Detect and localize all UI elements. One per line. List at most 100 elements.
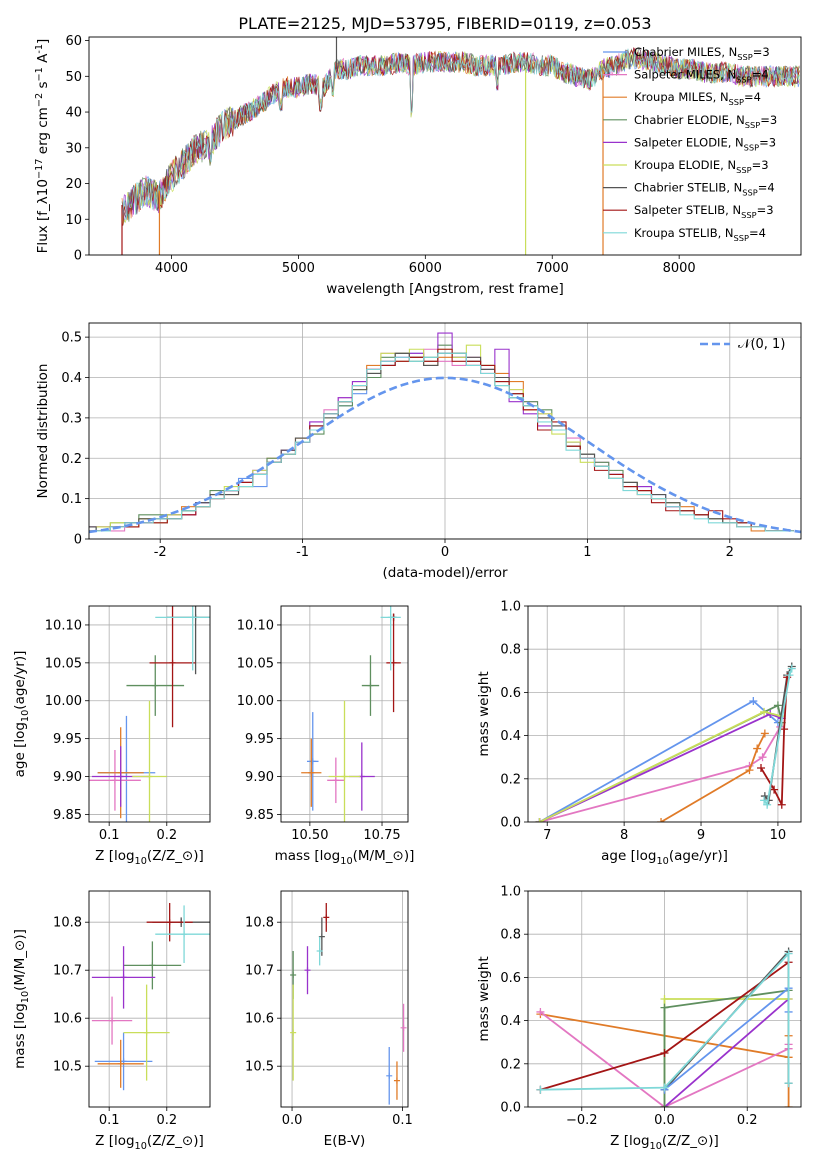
y-tick-label: 0 bbox=[74, 249, 82, 264]
y-tick-label: 0.2 bbox=[500, 772, 521, 787]
label-part: erg cm bbox=[35, 107, 51, 158]
data-point bbox=[143, 1029, 150, 1036]
x-tick-label: 0.0 bbox=[282, 1113, 303, 1128]
y-tick-label: 30 bbox=[65, 141, 82, 156]
label-part: s bbox=[35, 82, 51, 93]
x-tick-label: 10 bbox=[770, 828, 787, 843]
y-axis-label: Flux [f_λ10−17​ erg cm−2​ s−1​ A-1​] bbox=[34, 39, 51, 254]
series-marker bbox=[784, 1103, 793, 1107]
x-tick-label: 0.1 bbox=[392, 1113, 413, 1128]
label-part: Chabrier MILES, N bbox=[634, 45, 737, 59]
data-point bbox=[117, 1060, 124, 1067]
label-part: =3 bbox=[760, 113, 777, 127]
x-tick-label: 0.2 bbox=[156, 828, 177, 843]
label-part: (age/yr)] bbox=[12, 651, 28, 710]
label-subscript: SSP bbox=[745, 120, 760, 130]
series-marker bbox=[760, 707, 769, 716]
y-tick-label: 10.8 bbox=[53, 916, 82, 931]
series-line-kroupa-miles bbox=[660, 732, 766, 822]
label-subscript: 10 bbox=[135, 1141, 147, 1152]
y-tick-label: 9.95 bbox=[53, 732, 82, 747]
label-subscript: SSP bbox=[742, 188, 757, 198]
data-point bbox=[400, 1024, 407, 1031]
legend-label: Chabrier MILES, NSSP​=3 bbox=[634, 45, 770, 62]
label-part: (M/M_⊙)] bbox=[353, 848, 415, 864]
axes-frame bbox=[88, 605, 211, 823]
label-part: (Z/Z_⊙)] bbox=[662, 1133, 719, 1149]
data-point bbox=[341, 773, 348, 780]
series-marker bbox=[760, 792, 769, 801]
series-marker bbox=[780, 725, 789, 734]
y-tick-label: 0.6 bbox=[500, 971, 521, 986]
label-subscript: SSP bbox=[737, 52, 752, 62]
x-tick-label: 1 bbox=[583, 545, 591, 560]
y-tick-label: 0.8 bbox=[500, 643, 521, 658]
x-tick-label: 7 bbox=[543, 828, 551, 843]
data-point bbox=[367, 682, 374, 689]
x-tick-label: 5000 bbox=[282, 261, 315, 276]
series-marker bbox=[784, 949, 793, 958]
y-tick-label: 10.00 bbox=[45, 694, 82, 709]
y-tick-label: 1.0 bbox=[500, 600, 521, 615]
label-part: Kroupa MILES, N bbox=[634, 90, 729, 104]
plot-area-age-vs-mass bbox=[281, 606, 408, 822]
label-part: mass [log bbox=[275, 848, 341, 864]
label-part: Salpeter STELIB, N bbox=[634, 203, 741, 217]
data-point bbox=[181, 931, 188, 938]
x-axis-label: E(B-V) bbox=[324, 1133, 366, 1149]
legend-label: Kroupa STELIB, NSSP​=4 bbox=[634, 226, 766, 243]
label-subscript: 10 bbox=[340, 856, 352, 867]
x-axis-label: Z [log10​(Z/Z_⊙)] bbox=[95, 1133, 204, 1152]
x-tick-label: 4000 bbox=[155, 261, 188, 276]
data-point bbox=[189, 614, 196, 621]
series-marker bbox=[777, 800, 786, 809]
label-part: age [log bbox=[12, 722, 28, 777]
x-tick-label: 9 bbox=[697, 828, 705, 843]
label-subscript: SSP bbox=[736, 165, 751, 175]
panel-spectrum: 4000 5000 6000 7000 8000 0 10 20 30 40 50 60 wavelen… bbox=[34, 34, 802, 297]
legend-label: Salpeter ELODIE, NSSP​=3 bbox=[634, 135, 776, 152]
y-tick-label: 0.5 bbox=[61, 331, 82, 346]
y-tick-label: 0.0 bbox=[500, 816, 521, 831]
data-point bbox=[393, 1077, 400, 1084]
y-tick-label: 1.0 bbox=[500, 885, 521, 900]
y-tick-label: 9.90 bbox=[53, 770, 82, 785]
panel-mass-vs-EBV: 0.0 0.1 10.5 10.6 10.7 10.8 E(B-V) bbox=[245, 890, 413, 1149]
data-point bbox=[109, 1017, 116, 1024]
data-point bbox=[386, 1072, 393, 1079]
legend-label: Kroupa ELODIE, NSSP​=3 bbox=[634, 158, 769, 175]
y-tick-label: 0.2 bbox=[61, 452, 82, 467]
legend-label: Kroupa MILES, NSSP​=4 bbox=[634, 90, 761, 107]
series-marker bbox=[787, 664, 796, 673]
y-tick-label: 10.05 bbox=[45, 656, 82, 671]
series-line-kroupa-stelib bbox=[763, 668, 793, 807]
label-part: (age/yr)] bbox=[669, 848, 728, 864]
label-subscript: 10 bbox=[20, 710, 31, 722]
series-marker bbox=[660, 995, 669, 1003]
label-part: E(B-V) bbox=[324, 1133, 366, 1149]
label-part: (M/M_⊙)] bbox=[12, 929, 28, 991]
y-axis-label: mass weight bbox=[476, 956, 492, 1041]
label-superscript: −17 bbox=[34, 159, 45, 180]
label-part: =4 bbox=[744, 90, 761, 104]
label-part: =4 bbox=[758, 181, 775, 195]
x-tick-label: 10.50 bbox=[291, 828, 328, 843]
x-tick-label: -1 bbox=[296, 545, 309, 560]
gaussian-curve bbox=[89, 376, 801, 534]
panel-mass-vs-Z: 0.1 0.2 10.5 10.6 10.7 10.8 Z [log10​(Z/Z_⊙)] m… bbox=[12, 890, 211, 1152]
x-tick-label: −0.2 bbox=[566, 1113, 598, 1128]
data-point bbox=[387, 614, 394, 621]
label-part: Flux [f_λ10 bbox=[35, 179, 51, 253]
y-axis-label: Normed distribution bbox=[35, 364, 51, 499]
label-part: Salpeter MILES, N bbox=[634, 68, 736, 82]
x-tick-label: -2 bbox=[154, 545, 167, 560]
label-subscript: SSP bbox=[736, 75, 751, 85]
label-subscript: 10 bbox=[20, 991, 31, 1003]
label-part: (Z/Z_⊙)] bbox=[147, 848, 204, 864]
legend-label: Chabrier ELODIE, NSSP​=3 bbox=[634, 113, 777, 130]
y-tick-label: 10.8 bbox=[245, 916, 274, 931]
x-axis-label: wavelength [Angstrom, rest frame] bbox=[326, 281, 564, 297]
label-part: Z [log bbox=[95, 848, 134, 864]
